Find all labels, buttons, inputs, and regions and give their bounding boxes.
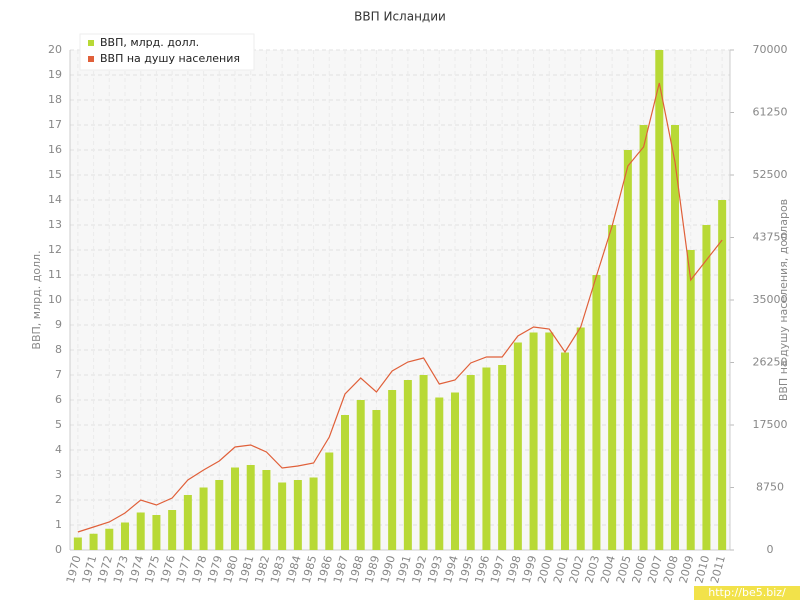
bar	[231, 467, 239, 550]
watermark-bg	[694, 586, 800, 600]
bar	[183, 495, 192, 550]
bar	[529, 332, 538, 550]
bar	[293, 480, 302, 550]
bar	[262, 470, 271, 550]
y-tick-label: 2	[55, 493, 62, 506]
line	[77, 82, 723, 533]
y-tick-label: 0	[55, 543, 62, 556]
y-tick-label: 16	[48, 143, 62, 156]
bar	[702, 225, 711, 550]
bar	[545, 332, 554, 550]
bar	[278, 482, 287, 550]
y-tick-label: 20	[48, 43, 62, 56]
bar	[372, 410, 381, 550]
legend-swatch	[88, 40, 94, 46]
bar	[576, 327, 585, 550]
y-tick-label: 8	[55, 343, 62, 356]
bar	[623, 150, 632, 550]
bar	[513, 342, 522, 550]
bar	[246, 465, 255, 550]
y2-tick-label: 61250	[753, 106, 788, 119]
bar	[388, 390, 397, 550]
y-tick-label: 6	[55, 393, 62, 406]
bar	[561, 352, 569, 550]
bar	[325, 452, 334, 550]
bar	[152, 515, 161, 550]
y-tick-label: 4	[55, 443, 62, 456]
bar	[435, 397, 444, 550]
watermark: http://be5.biz/	[708, 586, 786, 599]
bar	[309, 477, 318, 550]
bar	[498, 365, 507, 550]
y2-tick-label: 8750	[756, 481, 784, 494]
bar	[482, 367, 491, 550]
bar	[136, 512, 145, 550]
chart-title: ВВП Исландии	[354, 10, 446, 24]
bar	[419, 375, 428, 550]
y-tick-label: 14	[48, 193, 62, 206]
y2-tick-label: 26250	[753, 356, 788, 369]
legend-label: ВВП на душу населения	[100, 52, 240, 65]
bar	[403, 380, 412, 550]
y2-axis-title: ВВП на душу населения, долларов	[777, 199, 790, 401]
y-tick-label: 15	[48, 168, 62, 181]
y2-tick-label: 0	[767, 543, 774, 556]
bar	[215, 480, 224, 550]
y-tick-label: 10	[48, 293, 62, 306]
bar	[608, 225, 617, 550]
y-tick-label: 13	[48, 218, 62, 231]
bar	[686, 250, 695, 550]
y2-tick-label: 52500	[753, 168, 788, 181]
y2-tick-label: 17500	[753, 418, 788, 431]
y2-tick-label: 35000	[753, 293, 788, 306]
legend-label: ВВП, млрд. долл.	[100, 36, 199, 49]
bar	[89, 533, 98, 550]
bar	[73, 537, 82, 550]
bar	[341, 415, 349, 550]
legend-swatch	[88, 56, 94, 62]
y2-tick-label: 43750	[753, 231, 788, 244]
y-tick-label: 17	[48, 118, 62, 131]
y-axis-title: ВВП, млрд. долл.	[30, 250, 43, 349]
bar	[592, 275, 601, 550]
bar	[199, 487, 208, 550]
bar	[466, 375, 475, 550]
bar	[356, 400, 365, 550]
y-tick-label: 3	[55, 468, 62, 481]
bar	[671, 125, 679, 550]
bar	[121, 522, 129, 550]
y-tick-label: 5	[55, 418, 62, 431]
y-tick-label: 11	[48, 268, 62, 281]
bar	[105, 528, 114, 550]
y-tick-label: 19	[48, 68, 62, 81]
y-tick-label: 9	[55, 318, 62, 331]
bar	[168, 510, 177, 550]
y-tick-label: 12	[48, 243, 62, 256]
y-tick-label: 1	[55, 518, 62, 531]
bar	[718, 200, 727, 550]
y-tick-label: 7	[55, 368, 62, 381]
legend-box	[79, 33, 255, 71]
bar	[655, 50, 664, 550]
y-tick-label: 18	[48, 93, 62, 106]
bar	[451, 392, 459, 550]
bar	[639, 125, 648, 550]
y2-tick-label: 70000	[753, 43, 788, 56]
